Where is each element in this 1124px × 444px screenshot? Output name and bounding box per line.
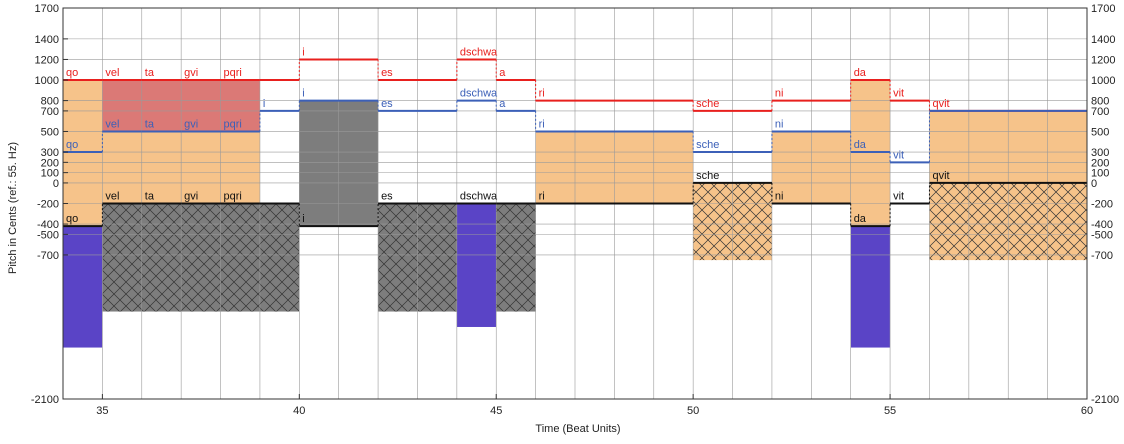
blue-series-syllable-label: qo — [66, 139, 78, 151]
red-series-syllable-label: vit — [893, 88, 904, 100]
x-tick-label: 60 — [1081, 405, 1093, 417]
blue-series-syllable-label: pqri — [224, 118, 242, 130]
y-tick-label-right: 1000 — [1091, 75, 1115, 87]
y-tick-label-right: -2100 — [1091, 394, 1119, 406]
red-series-syllable-label: ri — [539, 88, 545, 100]
y-tick-label-left: -500 — [37, 229, 59, 241]
black-series-syllable-label: es — [381, 191, 393, 203]
purple-block — [63, 226, 103, 348]
red-series-syllable-label: es — [381, 67, 393, 79]
y-tick-label-right: 0 — [1091, 178, 1097, 190]
black-series-syllable-label: ta — [145, 191, 155, 203]
y-tick-label-right: 200 — [1091, 157, 1109, 169]
y-tick-label-right: -200 — [1091, 199, 1113, 211]
y-tick-label-right: 1200 — [1091, 54, 1115, 66]
y-tick-label-left: -400 — [37, 219, 59, 231]
x-tick-label: 55 — [884, 405, 896, 417]
blue-series-syllable-label: vit — [893, 149, 904, 161]
y-tick-label-left: 500 — [41, 126, 59, 138]
red-series-syllable-label: dschwa — [460, 46, 498, 58]
x-tick-label: 35 — [96, 405, 108, 417]
y-tick-label-right: -400 — [1091, 219, 1113, 231]
blue-series-syllable-label: i — [302, 88, 304, 100]
orange-block — [63, 80, 103, 227]
y-tick-label-right: 1400 — [1091, 34, 1115, 46]
gray-block-hatch — [496, 203, 536, 312]
y-tick-label-left: -200 — [37, 199, 59, 211]
gray-block-hatch — [259, 203, 300, 312]
red-series-syllable-label: qvit — [932, 98, 949, 110]
red-series-syllable-label: ni — [775, 88, 784, 100]
red-series-syllable-label: a — [499, 67, 506, 79]
y-tick-label-right: -500 — [1091, 229, 1113, 241]
red-series-syllable-label: vel — [105, 67, 119, 79]
red-series-syllable-label: da — [854, 67, 867, 79]
blue-series-syllable-label: gvi — [184, 118, 198, 130]
series-layer — [63, 58, 1087, 228]
y-tick-label-left: 700 — [41, 106, 59, 118]
orange-block — [850, 80, 891, 227]
syllable-label-layer: qo vel ta gvi pqriiesdschwaarischenidavitqvi… — [66, 46, 950, 225]
blue-series-syllable-label: ni — [775, 118, 784, 130]
y-tick-label-left: 1400 — [35, 34, 59, 46]
y-tick-label-right: -700 — [1091, 250, 1113, 262]
y-tick-label-left: 200 — [41, 157, 59, 169]
x-tick-label: 40 — [293, 405, 305, 417]
black-series-syllable-label: pqri — [224, 191, 242, 203]
blue-series-syllable-label: sche — [696, 139, 719, 151]
black-series-syllable-label: ri — [539, 191, 545, 203]
black-series-syllable-label: sche — [696, 170, 719, 182]
y-tick-label-right: 500 — [1091, 126, 1109, 138]
black-series-syllable-label: qo — [66, 213, 78, 225]
blue-series-syllable-label: da — [854, 139, 867, 151]
y-tick-label-right: 100 — [1091, 168, 1109, 180]
black-series-syllable-label: qvit — [932, 170, 949, 182]
blue-series-syllable-label: i — [263, 98, 265, 110]
y-tick-label-left: 1700 — [35, 3, 59, 15]
y-axis-label: Pitch in Cents (ref.: 55. Hz) — [7, 142, 19, 274]
red-series-syllable-label: i — [302, 46, 304, 58]
x-tick-label: 50 — [687, 405, 699, 417]
blue-series-syllable-label: es — [381, 98, 393, 110]
y-tick-label-right: 1700 — [1091, 3, 1115, 15]
y-tick-label-left: 1200 — [35, 54, 59, 66]
blue-series-syllable-label: ri — [539, 118, 545, 130]
black-series-syllable-label: gvi — [184, 191, 198, 203]
red-series-syllable-label: qo — [66, 67, 78, 79]
y-tick-label-left: 300 — [41, 147, 59, 159]
blue-series-syllable-label: ta — [145, 118, 155, 130]
red-series-syllable-label: pqri — [224, 67, 242, 79]
blue-series-syllable-label: a — [499, 98, 506, 110]
black-series-syllable-label: vit — [893, 191, 904, 203]
black-series-syllable-label: da — [854, 213, 867, 225]
y-tick-label-left: 0 — [53, 178, 59, 190]
red-series-syllable-label: ta — [145, 67, 155, 79]
black-series-syllable-label: dschwa — [460, 191, 498, 203]
x-axis-label: Time (Beat Units) — [535, 423, 620, 435]
black-series-syllable-label: ni — [775, 191, 784, 203]
black-series-syllable-label: i — [302, 213, 304, 225]
y-tick-label-right: 300 — [1091, 147, 1109, 159]
purple-block — [456, 203, 497, 327]
red-series-syllable-label: gvi — [184, 67, 198, 79]
y-tick-label-left: 1000 — [35, 75, 59, 87]
red-series-syllable-label: sche — [696, 98, 719, 110]
y-tick-label-left: 800 — [41, 96, 59, 108]
y-tick-label-right: 700 — [1091, 106, 1109, 118]
blue-series-syllable-label: dschwa — [460, 88, 498, 100]
y-tick-label-right: 800 — [1091, 96, 1109, 108]
x-tick-label: 45 — [490, 405, 502, 417]
blue-series-syllable-label: vel — [105, 118, 119, 130]
y-tick-label-left: 100 — [41, 168, 59, 180]
y-tick-label-left: -700 — [37, 250, 59, 262]
y-tick-label-left: -2100 — [31, 394, 59, 406]
black-series-syllable-label: vel — [105, 191, 119, 203]
purple-block — [850, 226, 891, 348]
